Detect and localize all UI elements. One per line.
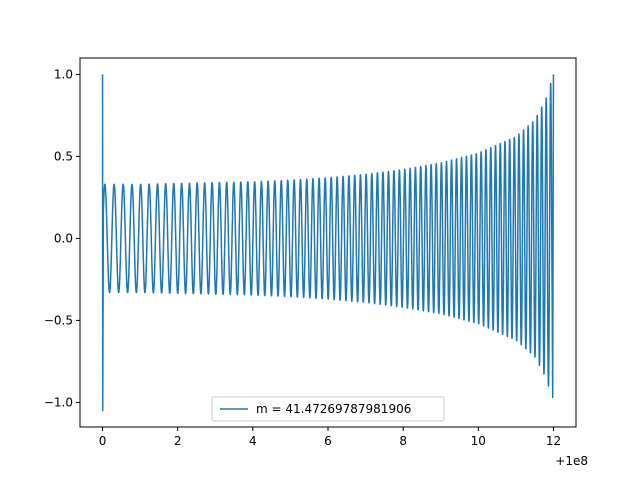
x-tick-label: 0 xyxy=(99,434,107,448)
y-axis: −1.0 −0.5 0.0 0.5 1.0 xyxy=(44,67,80,409)
legend-box xyxy=(211,396,445,422)
y-tick-label: 1.0 xyxy=(54,67,73,81)
y-tick-label: 0.5 xyxy=(54,149,73,163)
x-tick-label: 2 xyxy=(174,434,182,448)
plot-background xyxy=(80,58,576,427)
legend: m = 41.47269787981906 xyxy=(211,396,445,422)
series-group xyxy=(101,74,555,412)
y-tick-label: 0.0 xyxy=(54,231,73,245)
x-tick-label: 10 xyxy=(471,434,486,448)
x-offset-label: +1e8 xyxy=(555,454,588,468)
legend-label: m = 41.47269787981906 xyxy=(256,402,411,416)
x-tick-label: 12 xyxy=(546,434,561,448)
x-tick-label: 8 xyxy=(399,434,407,448)
y-tick-label: −1.0 xyxy=(44,395,73,409)
y-tick-label: −0.5 xyxy=(44,313,73,327)
x-axis: 0 2 4 6 8 10 12 xyxy=(99,427,561,448)
plot-area xyxy=(80,58,576,427)
x-tick-label: 6 xyxy=(324,434,332,448)
series-line xyxy=(101,74,555,412)
x-tick-label: 4 xyxy=(249,434,257,448)
